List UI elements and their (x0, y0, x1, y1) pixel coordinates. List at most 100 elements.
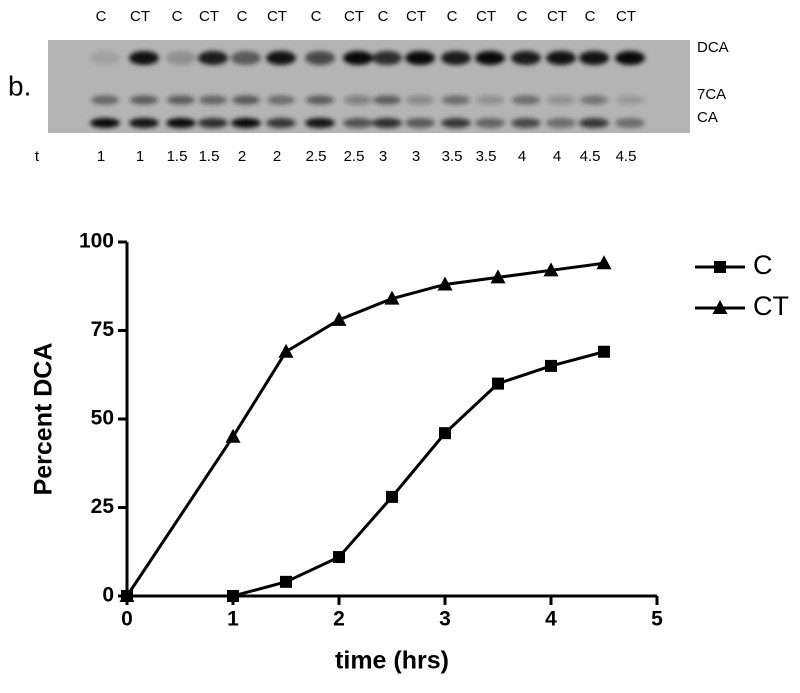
gel-band (511, 118, 541, 128)
lane-header: C (311, 8, 322, 25)
lane-time: 2 (273, 148, 281, 165)
gel-bands (90, 51, 645, 128)
lane-time: 4.5 (616, 148, 637, 165)
lane-time: 4.5 (580, 148, 601, 165)
marker (278, 343, 294, 358)
gel-band (306, 95, 334, 105)
gel-band (198, 51, 228, 65)
lane-header: CT (616, 8, 636, 25)
gel-band (305, 118, 335, 128)
gel-band (266, 118, 296, 128)
gel-band (167, 95, 195, 105)
marker (437, 276, 453, 291)
band-label: DCA (697, 39, 729, 56)
lane-header: C (172, 8, 183, 25)
band-label: CA (697, 109, 718, 126)
lane-header: C (237, 8, 248, 25)
gel-band (441, 118, 471, 128)
x-tick-label: 5 (651, 608, 663, 631)
marker (386, 490, 398, 503)
gel-band (267, 95, 295, 105)
lane-header: C (447, 8, 458, 25)
lane-time: 2.5 (344, 148, 365, 165)
gel-band (615, 118, 645, 128)
legend-label: C (753, 250, 773, 280)
gel-band (198, 118, 228, 128)
gel-band (475, 118, 505, 128)
gel-band (231, 51, 261, 65)
lane-header: CT (406, 8, 426, 25)
gel-band (580, 95, 608, 105)
gel-band (90, 51, 120, 65)
y-tick-label: 75 (91, 318, 115, 341)
y-tick-label: 25 (91, 495, 115, 518)
gel-band (405, 51, 435, 65)
lane-header: CT (344, 8, 364, 25)
gel-band (442, 95, 470, 105)
lane-header: CT (267, 8, 287, 25)
series-line (127, 350, 605, 598)
gel-band (129, 118, 159, 128)
gel-band (166, 118, 196, 128)
lane-header: C (378, 8, 389, 25)
x-tick-label: 3 (439, 608, 451, 631)
gel-band (441, 51, 471, 65)
y-tick-label: 100 (79, 230, 114, 253)
gel-band (130, 95, 158, 105)
y-axis-label: Percent DCA (30, 343, 58, 496)
legend-marker (712, 300, 728, 314)
marker (543, 262, 559, 277)
gel-band (547, 95, 575, 105)
gel-band (129, 51, 159, 65)
y-tick-label: 0 (102, 584, 114, 607)
gel-band (90, 118, 120, 128)
lane-time: 3.5 (476, 148, 497, 165)
marker (439, 427, 451, 440)
lane-header: CT (476, 8, 496, 25)
gel-band (546, 118, 576, 128)
lane-time: 3.5 (442, 148, 463, 165)
gel-band (373, 95, 401, 105)
marker (119, 588, 135, 602)
marker (596, 255, 612, 270)
marker (384, 290, 400, 305)
lane-time: 2.5 (306, 148, 327, 165)
gel-band (343, 118, 373, 128)
marker (227, 590, 239, 602)
lane-time: 1 (97, 148, 105, 165)
marker (490, 269, 506, 284)
band-label: 7CA (697, 86, 726, 103)
gel-band (344, 95, 372, 105)
lane-header: CT (547, 8, 567, 25)
gel-band (199, 95, 227, 105)
marker (545, 359, 557, 372)
lane-header: CT (199, 8, 219, 25)
gel-band (579, 118, 609, 128)
lane-header: C (517, 8, 528, 25)
x-tick-label: 4 (545, 608, 557, 631)
lane-time: 2 (238, 148, 246, 165)
gel-band (616, 95, 644, 105)
legend-marker (714, 261, 726, 273)
legend-label: CT (753, 291, 789, 321)
panel-label: b. (8, 70, 31, 101)
gel-band (405, 118, 435, 128)
gel-band (91, 95, 119, 105)
gel-band (512, 95, 540, 105)
lane-header: CT (130, 8, 150, 25)
row-label: t (35, 148, 40, 165)
gel-band (546, 51, 576, 65)
lane-header: C (585, 8, 596, 25)
x-tick-label: 0 (121, 608, 133, 631)
gel-band (579, 51, 609, 65)
marker (225, 428, 241, 443)
lane-time: 4 (518, 148, 526, 165)
gel-band (615, 51, 645, 65)
gel-band (475, 51, 505, 65)
y-tick-label: 50 (91, 407, 114, 430)
gel-band (372, 51, 402, 65)
gel-band (476, 95, 504, 105)
gel-band (305, 51, 335, 65)
lane-time: 1 (136, 148, 144, 165)
lane-time: 1.5 (167, 148, 188, 165)
